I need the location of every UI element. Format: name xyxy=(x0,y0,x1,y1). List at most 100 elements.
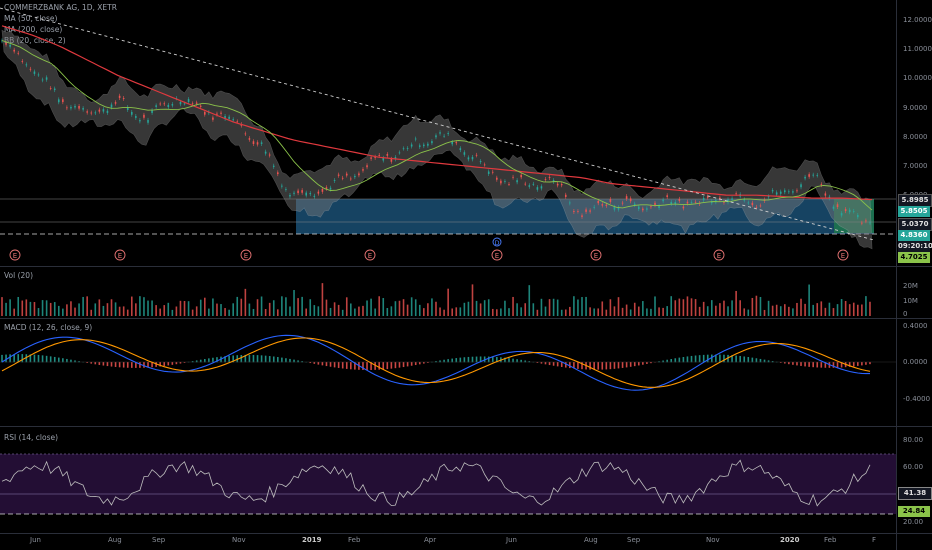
macd-histogram-bar xyxy=(57,357,60,363)
rsi-pane[interactable]: RSI (14, close) xyxy=(0,427,932,533)
ma50-legend[interactable]: MA (50, close) xyxy=(4,14,58,23)
ma200-legend[interactable]: MA (200, close) xyxy=(4,25,63,34)
candle-body xyxy=(203,112,206,115)
candle-body xyxy=(613,206,616,210)
macd-histogram-bar xyxy=(354,362,356,370)
volume-bar xyxy=(658,307,660,316)
macd-histogram-bar xyxy=(309,362,312,364)
volume-bar xyxy=(337,304,340,316)
candle-body xyxy=(151,110,153,113)
chart-canvas[interactable]: E E E E E E E ED xyxy=(0,0,896,550)
macd-histogram-bar xyxy=(151,362,153,368)
macd-histogram-bar xyxy=(593,362,595,370)
price-axis[interactable] xyxy=(896,0,932,550)
volume-bar xyxy=(548,299,551,316)
macd-histogram-bar xyxy=(723,354,725,363)
macd-histogram-bar xyxy=(702,354,705,363)
volume-bar xyxy=(102,305,105,316)
volume-bar xyxy=(443,309,445,316)
candle-body xyxy=(309,193,312,195)
candle-body xyxy=(840,213,843,216)
candle-body xyxy=(654,202,656,206)
volume-bar xyxy=(617,297,620,316)
volume-bar xyxy=(252,308,255,316)
volume-legend[interactable]: Vol (20) xyxy=(4,271,34,280)
macd-histogram-bar xyxy=(248,354,251,363)
candle-body xyxy=(62,99,64,103)
candle-body xyxy=(268,154,271,156)
x-tick: Jun xyxy=(506,536,517,544)
volume-bar xyxy=(386,307,389,316)
candle-body xyxy=(228,116,230,119)
volume-bar xyxy=(370,298,372,316)
x-tick: Sep xyxy=(627,536,641,544)
signal-line xyxy=(1,337,871,388)
volume-pane[interactable]: Vol (20) xyxy=(0,267,932,317)
macd-legend[interactable]: MACD (12, 26, close, 9) xyxy=(4,323,93,332)
volume-bar xyxy=(244,288,247,316)
volume-bar xyxy=(804,303,806,316)
volume-bar xyxy=(321,283,324,316)
macd-histogram-bar xyxy=(690,355,693,363)
rsi-badge: 41.38 xyxy=(898,487,932,500)
volume-bar xyxy=(25,299,28,316)
macd-histogram-bar xyxy=(427,362,429,363)
candle-body xyxy=(110,104,113,108)
price-pane[interactable]: COMMERZBANK AG, 1D, XETR MA (50, close) … xyxy=(0,0,932,266)
macd-pane[interactable]: MACD (12, 26, close, 9) xyxy=(0,319,932,425)
candle-body xyxy=(86,111,88,113)
candle-body xyxy=(508,184,510,185)
volume-bar xyxy=(556,299,559,316)
macd-histogram-bar xyxy=(670,358,673,363)
rsi-legend[interactable]: RSI (14, close) xyxy=(4,433,59,442)
candle-body xyxy=(341,177,344,179)
volume-bar xyxy=(646,308,648,316)
candle-body xyxy=(21,61,24,62)
volume-bar xyxy=(272,300,275,316)
volume-bar xyxy=(358,306,360,316)
macd-histogram-bar xyxy=(516,359,518,363)
macd-histogram-bar xyxy=(459,357,462,363)
candle-body xyxy=(581,215,583,217)
macd-histogram-bar xyxy=(313,362,316,364)
candle-body xyxy=(597,200,600,204)
candle-body xyxy=(362,169,364,171)
volume-bar xyxy=(771,305,774,316)
volume-bar xyxy=(410,297,413,316)
rsi-badge-low: 24.84 xyxy=(898,506,930,517)
candle-body xyxy=(195,102,198,104)
macd-histogram-bar xyxy=(666,359,668,363)
candle-body xyxy=(264,151,267,154)
macd-histogram-bar xyxy=(552,362,555,366)
macd-histogram-bar xyxy=(800,362,802,366)
macd-histogram-bar xyxy=(633,362,636,367)
price-y-tick: 8.0000 xyxy=(903,132,928,141)
candle-body xyxy=(621,202,624,204)
price-y-tick: 7.0000 xyxy=(903,162,928,170)
macd-histogram-bar xyxy=(804,362,806,367)
volume-bar xyxy=(37,308,40,316)
candle-body xyxy=(78,105,80,109)
macd-histogram-bar xyxy=(763,359,766,363)
candle-body xyxy=(629,198,632,202)
macd-histogram-bar xyxy=(167,362,170,366)
volume-bar xyxy=(747,309,750,316)
rsi-line xyxy=(1,459,871,507)
macd-histogram-bar xyxy=(139,362,141,368)
macd-histogram-bar xyxy=(629,362,632,367)
macd-histogram-bar xyxy=(463,357,466,363)
candle-body xyxy=(5,42,7,45)
bb-legend[interactable]: BB (20, close, 2) xyxy=(4,36,66,45)
volume-bar xyxy=(597,308,600,316)
volume-bar xyxy=(293,290,295,316)
volume-bar xyxy=(532,303,535,316)
macd-histogram-bar xyxy=(345,362,348,369)
volume-bar xyxy=(195,306,198,316)
volume-bar xyxy=(159,308,161,316)
candle-body xyxy=(277,172,279,175)
macd-histogram-bar xyxy=(637,362,640,366)
candle-body xyxy=(37,74,40,76)
volume-bar xyxy=(418,304,421,316)
macd-histogram-bar xyxy=(848,362,851,367)
candle-body xyxy=(74,105,76,108)
